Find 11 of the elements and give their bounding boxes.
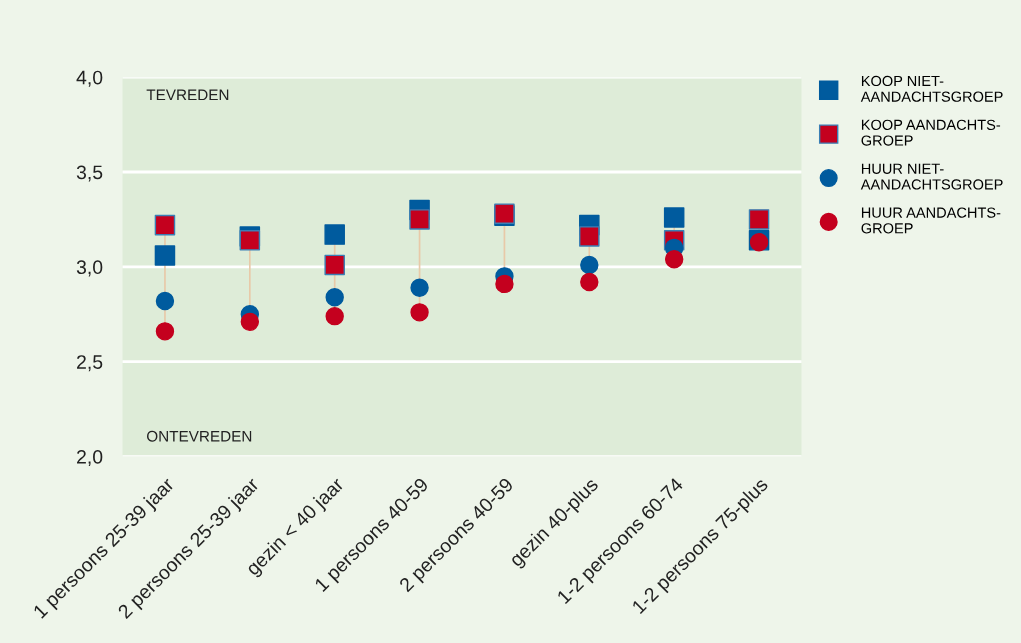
y-tick-label: 2,5 bbox=[77, 355, 103, 372]
annotation: TEVREDEN bbox=[146, 89, 229, 101]
y-tick-label: 3,5 bbox=[76, 165, 103, 182]
y-tick-label: 2,0 bbox=[77, 450, 103, 467]
y-tick-label: 3,0 bbox=[76, 260, 103, 277]
legend-label: KOOP NIET- AANDACHTSGROEP bbox=[860, 75, 1003, 102]
legend-label: KOOP AANDACHTS- GROEP bbox=[861, 119, 1001, 146]
legend-label: HUUR AANDACHTS- GROEP bbox=[861, 207, 1001, 234]
legend-label: HUUR NIET- AANDACHTSGROEP bbox=[860, 163, 1003, 190]
y-tick-label: 4,0 bbox=[76, 70, 103, 87]
annotation: ONTEVREDEN bbox=[147, 430, 252, 442]
